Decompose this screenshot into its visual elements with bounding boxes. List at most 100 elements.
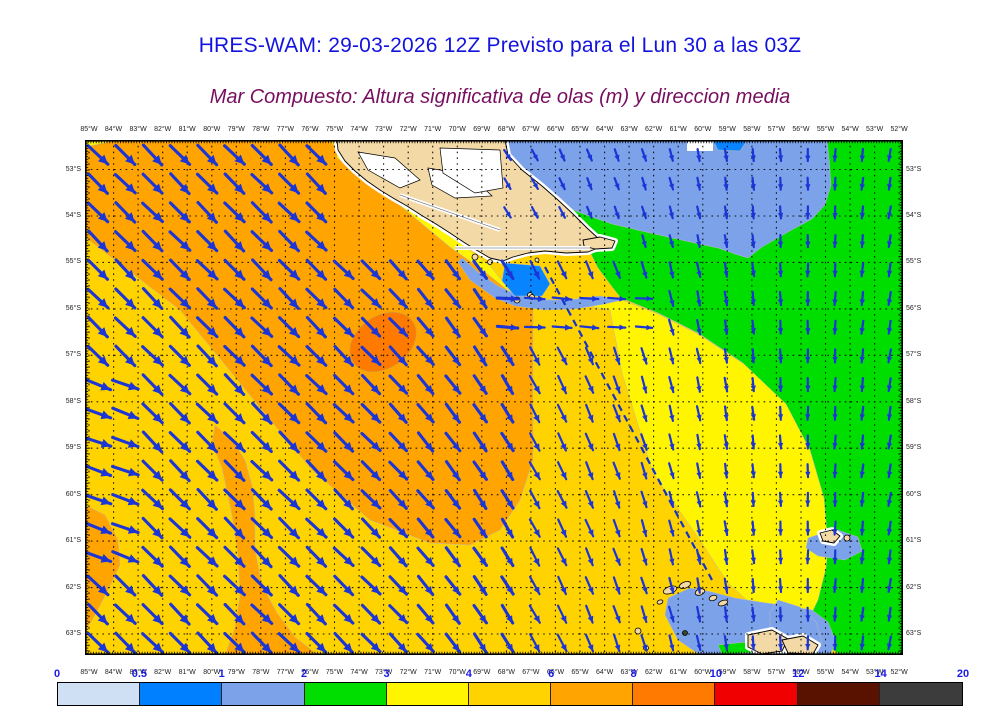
lon-label-top: 72°W: [399, 126, 417, 133]
lon-label-bottom: 81°W: [178, 669, 196, 676]
lon-label-bottom: 71°W: [424, 669, 442, 676]
lon-label-top: 70°W: [448, 126, 466, 133]
lat-label-right: 61°S: [906, 537, 922, 545]
lon-label-bottom: 67°W: [522, 669, 540, 676]
lat-label-left: 54°S: [65, 211, 81, 219]
lon-label-top: 73°W: [374, 126, 393, 133]
sea-white-gap: [687, 140, 713, 151]
lon-label-bottom: 73°W: [374, 669, 393, 676]
lon-label-top: 56°W: [792, 126, 810, 133]
lon-label-bottom: 60°W: [694, 669, 712, 676]
inland-water-2: [439, 147, 504, 194]
colorbar-segment-9: [797, 683, 880, 705]
lat-label-left: 58°S: [65, 397, 81, 405]
colorbar-segment-1: [140, 683, 223, 705]
lon-label-bottom: 62°W: [644, 669, 663, 676]
lon-label-bottom: 84°W: [104, 669, 123, 676]
lon-label-bottom: 79°W: [227, 669, 245, 676]
lon-label-bottom: 76°W: [301, 669, 319, 676]
islet-0: [471, 253, 479, 261]
lon-label-top: 65°W: [571, 126, 589, 133]
dark-marker: [682, 630, 688, 636]
lon-label-bottom: 58°W: [743, 669, 761, 676]
islet-7: [634, 627, 642, 635]
lat-label-right: 55°S: [906, 258, 922, 266]
page-subtitle: Mar Compuesto: Altura significativa de o…: [209, 86, 791, 108]
lat-label-left: 63°S: [65, 630, 81, 637]
lon-label-top: 57°W: [767, 126, 785, 133]
colorbar-value: 14: [874, 668, 887, 680]
page-title: HRES-WAM: 29-03-2026 12Z Previsto para e…: [198, 34, 802, 57]
lon-label-top: 79°W: [227, 126, 245, 133]
colorbar-value: 4: [465, 668, 472, 680]
lon-label-top: 63°W: [620, 126, 638, 133]
lat-label-left: 53°S: [65, 165, 81, 173]
islet-6: [843, 534, 851, 542]
lon-label-top: 64°W: [595, 126, 614, 133]
lon-label-top: 62°W: [644, 126, 663, 133]
lat-label-left: 57°S: [65, 351, 81, 359]
colorbar-value: 0.5: [131, 668, 148, 680]
lon-label-bottom: 75°W: [325, 669, 344, 676]
lat-label-left: 61°S: [65, 537, 81, 545]
lon-label-bottom: 63°W: [620, 669, 638, 676]
colorbar-value: 20: [956, 668, 970, 680]
sea-orange-tongue: [211, 424, 319, 656]
lon-label-bottom: 70°W: [448, 669, 466, 676]
lat-label-right: 57°S: [906, 351, 922, 359]
lat-label-right: 60°S: [906, 490, 922, 498]
colorbar-value: 12: [792, 668, 805, 680]
lat-label-right: 54°S: [906, 211, 922, 219]
lon-label-bottom: 66°W: [546, 669, 565, 676]
lon-label-top: 66°W: [546, 126, 565, 133]
lon-label-top: 78°W: [252, 126, 270, 133]
lon-label-bottom: 57°W: [767, 669, 785, 676]
lon-label-bottom: 83°W: [129, 669, 147, 676]
lon-label-bottom: 53°W: [865, 669, 884, 676]
colorbar-value: 1: [218, 668, 225, 680]
lon-label-bottom: 85°W: [80, 669, 98, 676]
map-canvas: [83, 137, 904, 657]
shetland-islet-5: [656, 599, 664, 605]
lon-label-bottom: 52°W: [890, 669, 908, 676]
colorbar-value: 10: [709, 668, 723, 680]
lon-label-top: 61°W: [669, 126, 687, 133]
lon-label-top: 60°W: [694, 126, 712, 133]
lon-label-bottom: 61°W: [669, 669, 687, 676]
lon-label-bottom: 78°W: [252, 669, 270, 676]
lon-label-top: 84°W: [104, 126, 123, 133]
lat-label-right: 63°S: [906, 630, 922, 637]
lat-label-right: 59°S: [906, 444, 922, 452]
lon-label-top: 53°W: [865, 126, 884, 133]
colorbar-value: 0: [53, 668, 61, 680]
lat-label-right: 56°S: [906, 304, 922, 312]
lat-label-left: 60°S: [65, 490, 81, 498]
lon-label-top: 54°W: [841, 126, 859, 133]
shetland-islet-1: [678, 581, 692, 589]
colorbar-segment-8: [715, 683, 798, 705]
forecast-map: [83, 137, 904, 657]
lon-label-top: 55°W: [816, 126, 835, 133]
lon-label-top: 77°W: [276, 126, 294, 133]
lat-label-right: 53°S: [906, 165, 922, 173]
lon-label-bottom: 55°W: [816, 669, 835, 676]
lon-label-top: 59°W: [718, 126, 736, 133]
lon-label-top: 80°W: [203, 126, 221, 133]
colorbar-segment-7: [633, 683, 716, 705]
colorbar-value: 2: [301, 668, 308, 680]
shetland-mass-1: [747, 629, 789, 655]
lon-label-bottom: 64°W: [595, 669, 614, 676]
lon-label-top: 85°W: [80, 126, 98, 133]
islet-4: [534, 257, 540, 263]
lon-label-top: 68°W: [497, 126, 515, 133]
lon-label-bottom: 56°W: [792, 669, 810, 676]
lat-label-left: 56°S: [65, 304, 81, 312]
lon-label-top: 58°W: [743, 126, 761, 133]
colorbar-segment-5: [468, 683, 552, 705]
colorbar: [57, 682, 963, 706]
lon-label-top: 74°W: [350, 126, 368, 133]
lon-label-top: 67°W: [522, 126, 540, 133]
sea-blue-nassau: [501, 262, 551, 297]
inland-water-0: [357, 151, 421, 189]
